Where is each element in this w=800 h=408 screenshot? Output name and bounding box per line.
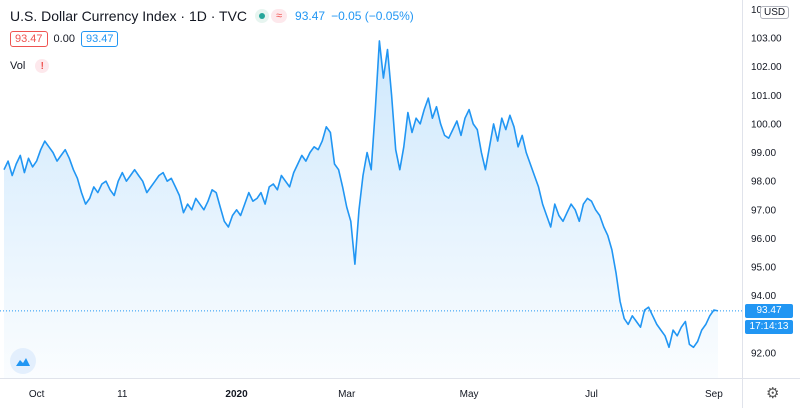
price-tick-label: 97.00 [751, 205, 776, 216]
last-price: 93.47 [295, 9, 326, 23]
price-legend-row: 93.47 0.00 93.47 [10, 31, 119, 47]
price-tick-label: 92.00 [751, 349, 776, 360]
price-area [4, 40, 718, 379]
chart-header: U.S. Dollar Currency Index · 1D · TVC ≈ … [10, 7, 414, 25]
bid-box[interactable]: 93.47 [10, 31, 48, 47]
price-tick-label: 95.00 [751, 263, 776, 274]
time-tick-label: 2020 [225, 389, 248, 400]
ask-box[interactable]: 93.47 [80, 31, 119, 47]
time-tick-label: Mar [338, 389, 356, 400]
price-tick-label: 94.00 [751, 291, 776, 302]
time-tick-label: Sep [705, 389, 723, 400]
symbol-title[interactable]: U.S. Dollar Currency Index · 1D · TVC [10, 8, 248, 24]
currency-button[interactable]: USD [760, 6, 790, 19]
time-tick-label: Jul [585, 389, 598, 400]
price-tick-label: 103.00 [751, 34, 782, 45]
price-line [3, 40, 719, 349]
price-tick-label: 100.00 [751, 119, 782, 130]
price-tick-label: 101.00 [751, 91, 782, 102]
last-price-tag: 93.47 [745, 303, 793, 318]
volume-legend: Vol ! [10, 59, 50, 73]
status-pills: ≈ [255, 9, 288, 23]
quote-summary: 93.47 −0.05 (−0.05%) [295, 9, 414, 23]
price-tick-label: 99.00 [751, 148, 776, 159]
tradingview-logo-icon[interactable] [10, 348, 36, 374]
gear-icon[interactable]: ⚙ [766, 385, 780, 402]
spread-value: 0.00 [53, 33, 75, 45]
price-tick-label: 96.00 [751, 234, 776, 245]
price-tick-label: 102.00 [751, 62, 782, 73]
countdown-tag: 17:14:13 [745, 319, 793, 334]
time-tick-label: Oct [29, 389, 45, 400]
warning-icon[interactable]: ! [35, 59, 50, 73]
volume-label[interactable]: Vol [10, 60, 26, 72]
time-tick-label: 11 [117, 389, 128, 400]
market-open-icon[interactable] [255, 9, 270, 23]
time-tick-label: May [460, 389, 479, 400]
delayed-data-icon[interactable]: ≈ [271, 9, 288, 23]
price-change: −0.05 (−0.05%) [331, 9, 414, 23]
price-tick-label: 98.00 [751, 177, 776, 188]
